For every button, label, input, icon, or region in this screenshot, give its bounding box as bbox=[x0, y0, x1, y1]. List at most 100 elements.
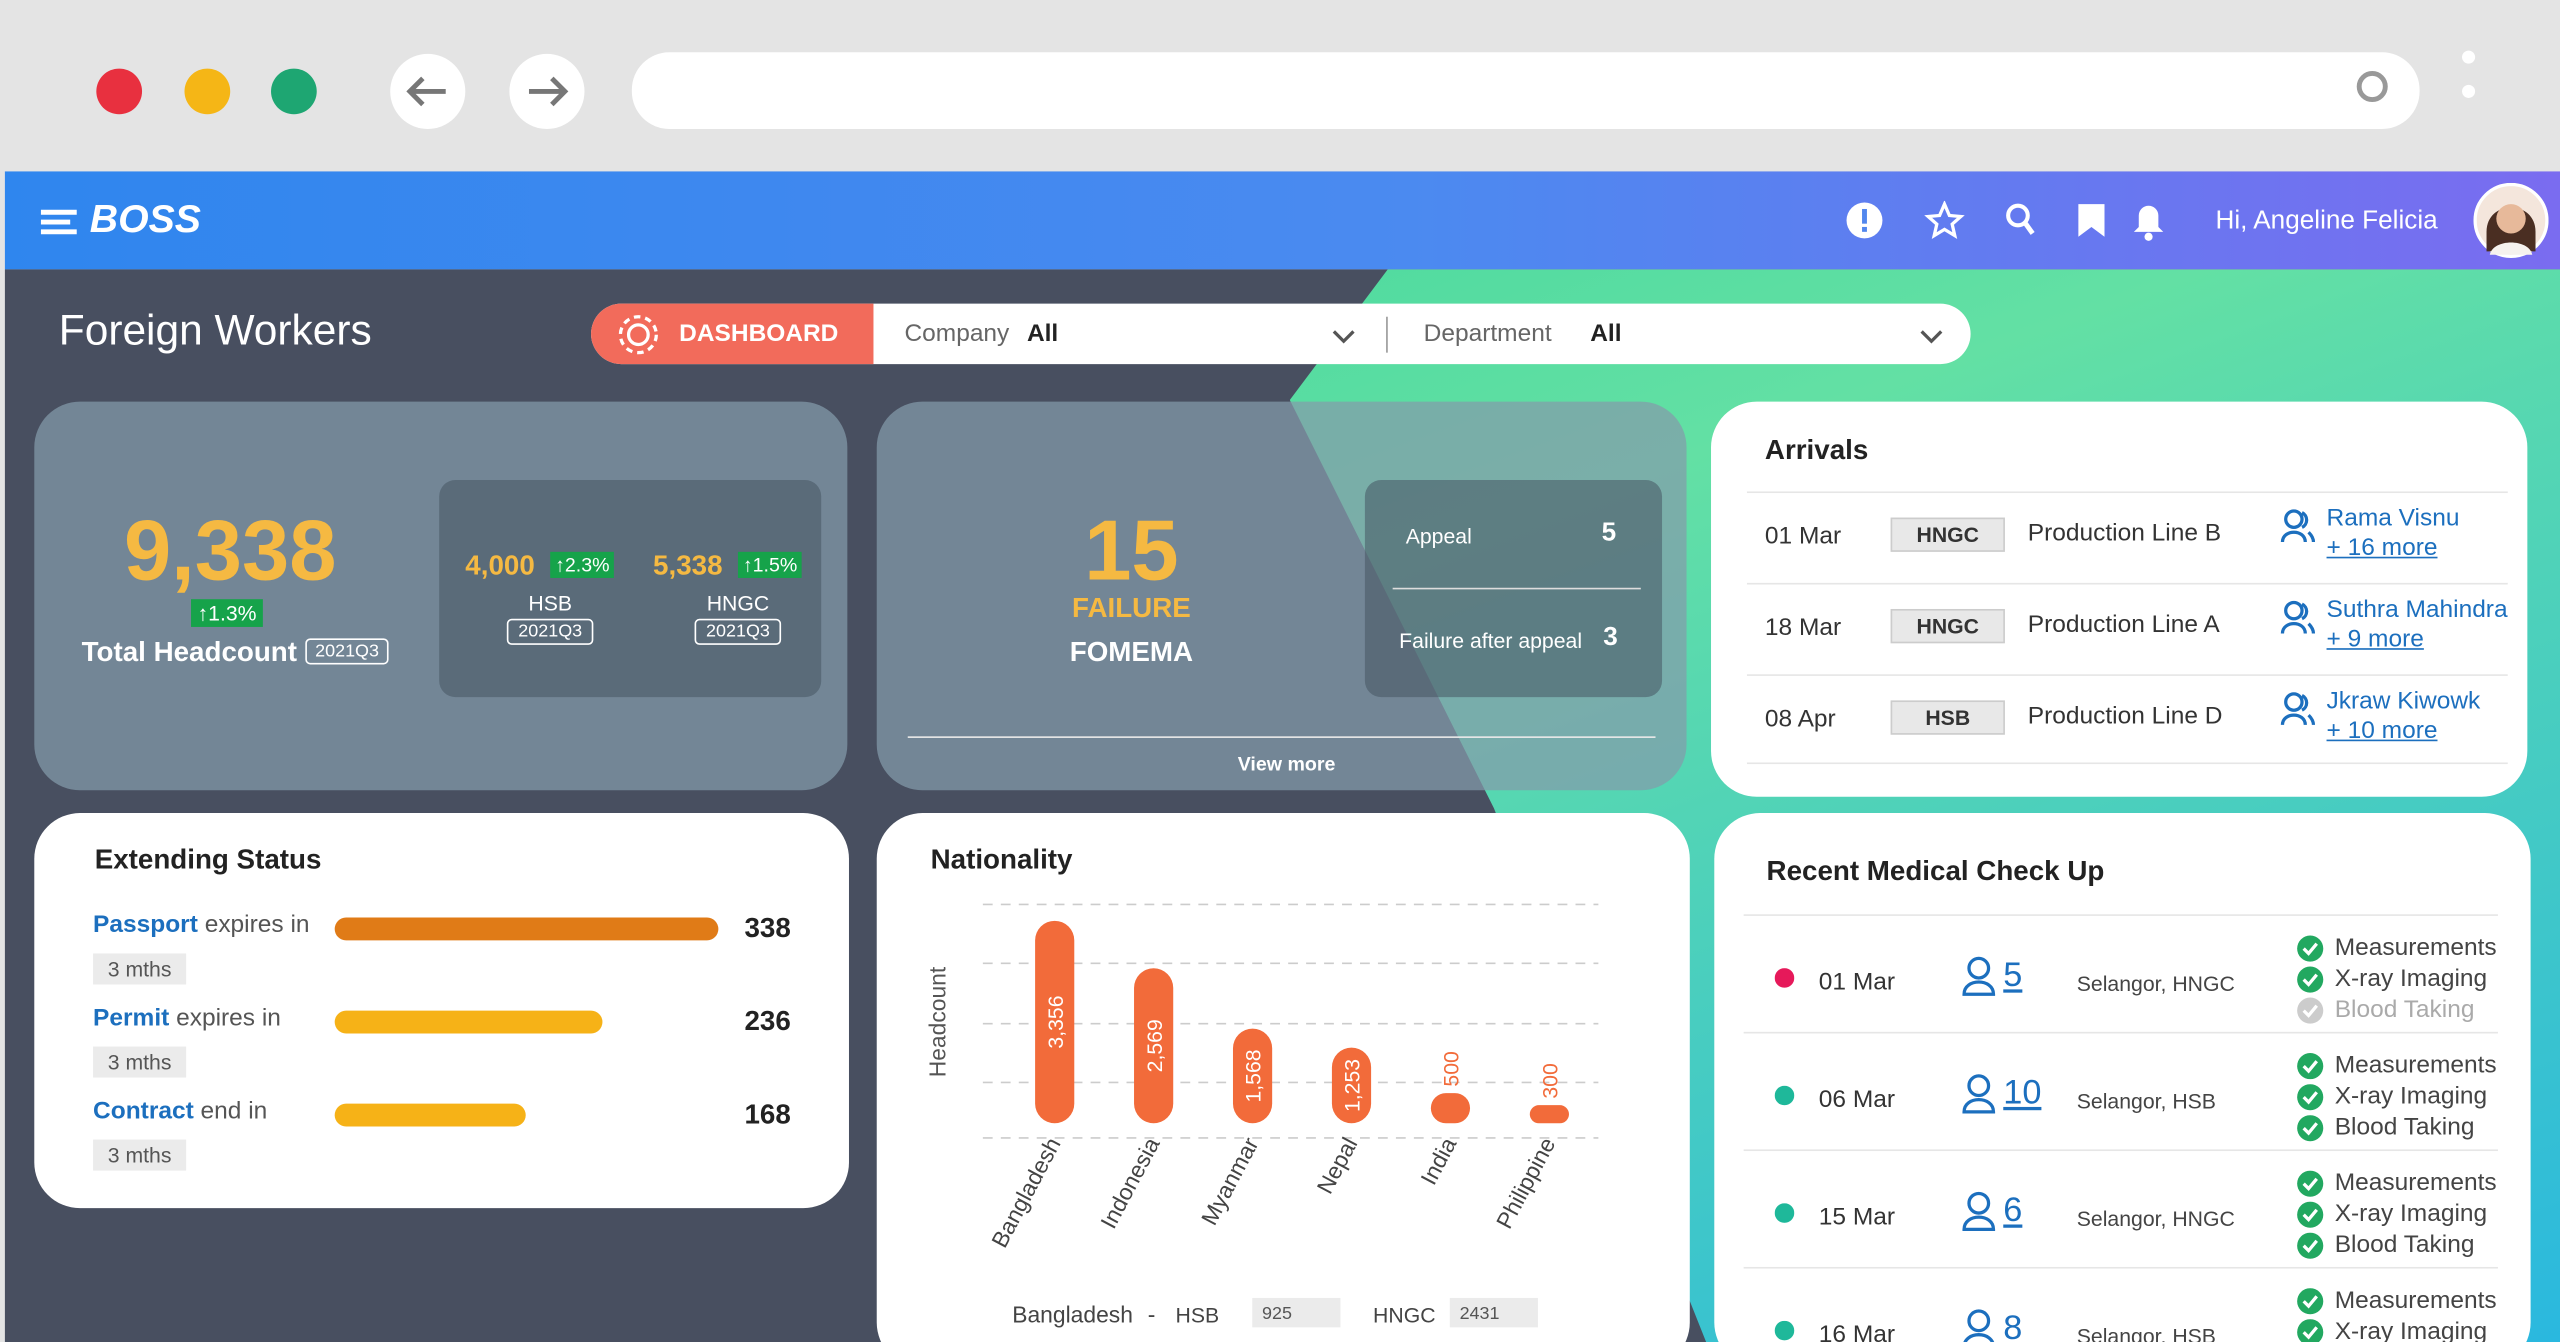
appeal-value: 5 bbox=[1601, 519, 1617, 547]
footer-company: HNGC bbox=[1373, 1304, 1435, 1327]
status-text: Permit expires in bbox=[93, 1004, 281, 1032]
value-label: 3,356 bbox=[1045, 995, 1068, 1048]
checkup-date: 01 Mar bbox=[1818, 968, 1895, 996]
x-tick-label: Indonesia bbox=[1095, 1133, 1165, 1233]
production-line: Production Line D bbox=[2027, 702, 2223, 730]
document-type[interactable]: Passport bbox=[93, 911, 198, 939]
status-dot bbox=[1774, 1085, 1795, 1106]
company-tag: HSB bbox=[1890, 700, 2005, 735]
person-name[interactable]: Suthra Mahindra bbox=[2326, 595, 2508, 624]
row-divider bbox=[1743, 1031, 2498, 1034]
check-name: Blood Taking bbox=[2334, 1231, 2475, 1259]
filter-value[interactable]: All bbox=[1026, 320, 1059, 348]
chevron[interactable] bbox=[1918, 327, 1944, 347]
browser-bar bbox=[0, 0, 2560, 172]
value-label: 2,569 bbox=[1144, 1019, 1167, 1072]
status-bar bbox=[334, 917, 719, 941]
change-value: 2.3% bbox=[564, 553, 610, 577]
location: Selangor, HNGC bbox=[2076, 1206, 2235, 1232]
document-type[interactable]: Permit bbox=[93, 1004, 170, 1032]
person-icon bbox=[1962, 956, 1996, 996]
card-title: Nationality bbox=[930, 844, 1073, 876]
fomema-card: 15 FAILURE FOMEMA Appeal 5 Failure after… bbox=[876, 401, 1687, 791]
headcount-label: Total Headcount bbox=[81, 636, 298, 668]
status-value: 236 bbox=[744, 1005, 791, 1037]
status-dot bbox=[1774, 968, 1795, 988]
more-link[interactable]: + 10 more bbox=[2326, 716, 2438, 745]
card-title: Arrivals bbox=[1764, 434, 1869, 466]
divider bbox=[1392, 587, 1641, 590]
row-divider bbox=[1743, 1266, 2498, 1269]
worker-count[interactable]: 6 bbox=[2003, 1191, 2023, 1230]
gear-icon bbox=[618, 315, 658, 355]
filter-label: Department bbox=[1423, 320, 1552, 348]
appeal-label: Appeal bbox=[1405, 524, 1472, 549]
medical-card: Recent Medical Check Up 01 Mar 5 Selangor,… bbox=[1714, 813, 2531, 1342]
check-name: X-ray Imaging bbox=[2334, 1082, 2488, 1111]
status-text: Contract end in bbox=[93, 1097, 267, 1125]
total-headcount: 9,338 bbox=[123, 504, 337, 600]
people-icon bbox=[2280, 692, 2316, 726]
x-tick-label: Bangladesh bbox=[986, 1133, 1066, 1252]
location: Selangor, HSB bbox=[2076, 1324, 2216, 1342]
worker-count[interactable]: 5 bbox=[2003, 956, 2023, 995]
filter-value[interactable]: All bbox=[1590, 320, 1622, 348]
footer-sep: - bbox=[1148, 1301, 1156, 1327]
period-tag: 3 mths bbox=[93, 1046, 187, 1078]
person-name[interactable]: Jkraw Kiwowk bbox=[2326, 687, 2481, 716]
change-badge: ↑1.3% bbox=[191, 599, 264, 627]
headcount-card: 9,338 ↑1.3% Total Headcount 2021Q3 4,000… bbox=[34, 401, 848, 791]
menu-icon[interactable] bbox=[40, 207, 83, 236]
check-name: Blood Taking bbox=[2334, 1113, 2475, 1142]
x-tick-label: India bbox=[1415, 1133, 1461, 1189]
divider bbox=[907, 736, 1656, 738]
company-name: HSB bbox=[528, 591, 573, 616]
status-label: end in bbox=[200, 1097, 268, 1125]
fomema-count: 15 bbox=[1084, 504, 1179, 600]
app-header: BOSS Hi, Angeline Felicia bbox=[4, 171, 2560, 270]
check-name: X-ray Imaging bbox=[2334, 964, 2488, 993]
x-tick-label: Myanmar bbox=[1196, 1133, 1264, 1230]
row-divider bbox=[1743, 1149, 2498, 1152]
nationality-card: Nationality Headcount 3,356 Bangladesh 2,56… bbox=[876, 813, 1690, 1342]
period: 2021Q3 bbox=[305, 638, 389, 665]
company-name: HNGC bbox=[706, 591, 770, 616]
footer-value: 925 bbox=[1262, 1303, 1292, 1323]
arrival-date: 01 Mar bbox=[1764, 522, 1842, 551]
card-title: Extending Status bbox=[94, 844, 322, 876]
worker-count[interactable]: 8 bbox=[2003, 1309, 2023, 1342]
more-link[interactable]: + 16 more bbox=[2326, 533, 2438, 562]
check-name: Measurements bbox=[2334, 933, 2497, 962]
check-done bbox=[2297, 966, 2324, 993]
status-dot bbox=[1774, 1320, 1795, 1341]
check-done bbox=[2297, 935, 2324, 962]
appeal-label: Failure after appeal bbox=[1399, 628, 1583, 654]
browser-controls bbox=[96, 50, 2476, 129]
company-value: 4,000 bbox=[465, 550, 535, 582]
view-more[interactable]: View more bbox=[1237, 752, 1336, 776]
change-value: 1.5% bbox=[752, 553, 798, 577]
production-line: Production Line A bbox=[2027, 610, 2220, 639]
logo[interactable]: BOSS bbox=[89, 197, 201, 242]
document-type[interactable]: Contract bbox=[93, 1097, 194, 1125]
worker-count[interactable]: 10 bbox=[2003, 1074, 2042, 1112]
checkup-date: 15 Mar bbox=[1818, 1203, 1895, 1232]
check-name: Blood Taking bbox=[2334, 995, 2475, 1024]
person-name[interactable]: Rama Visnu bbox=[2326, 504, 2460, 533]
avatar[interactable] bbox=[2473, 182, 2549, 258]
status-text: Passport expires in bbox=[93, 911, 309, 939]
footer-value: 2431 bbox=[1460, 1303, 1500, 1323]
greeting: Hi, Angeline Felicia bbox=[2215, 207, 2438, 236]
check-done bbox=[2297, 1084, 2324, 1111]
change-value: 1.3% bbox=[208, 600, 257, 626]
check-name: Measurements bbox=[2334, 1051, 2497, 1080]
chevron[interactable] bbox=[1331, 327, 1357, 347]
page-title: Foreign Workers bbox=[58, 305, 372, 355]
people-icon bbox=[2280, 600, 2316, 634]
row-divider bbox=[1746, 491, 2508, 494]
row-divider bbox=[1746, 674, 2508, 676]
more-link[interactable]: + 9 more bbox=[2326, 625, 2424, 654]
dashboard-tab[interactable]: DASHBOARD bbox=[591, 303, 874, 365]
status-label: expires in bbox=[176, 1004, 281, 1032]
